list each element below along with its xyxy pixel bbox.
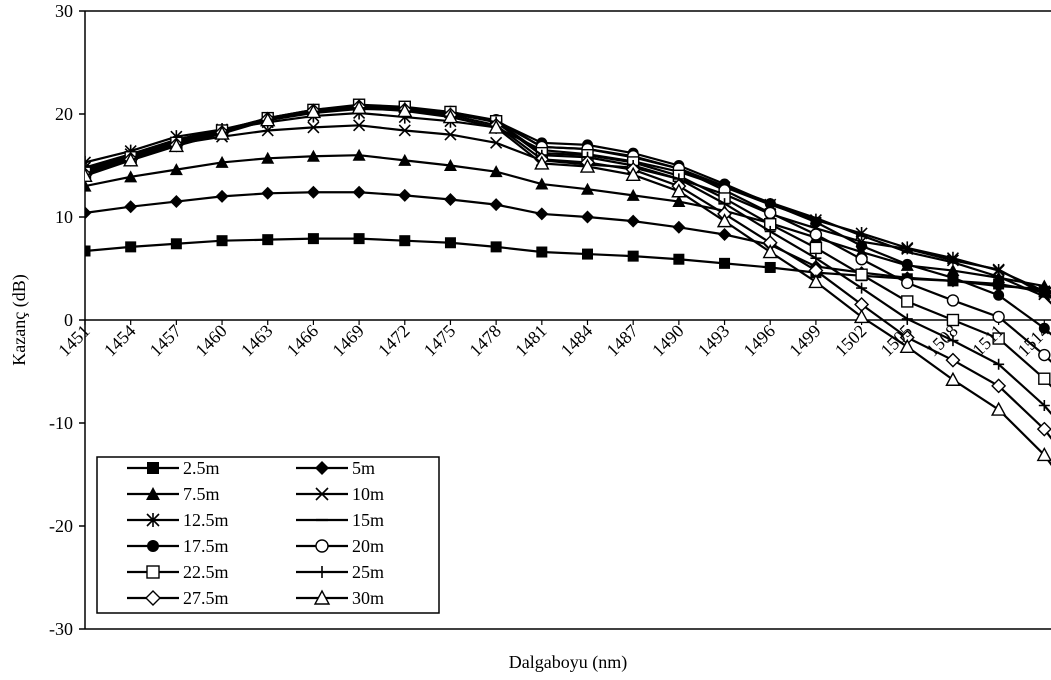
- y-tick-label: -30: [49, 619, 73, 639]
- circle-marker: [856, 240, 867, 251]
- open-square-marker: [1039, 373, 1050, 384]
- circle-marker: [947, 272, 958, 283]
- open-circle-marker: [316, 540, 328, 552]
- y-tick-label: -10: [49, 413, 73, 433]
- square-marker: [354, 233, 365, 244]
- square-marker: [536, 247, 547, 258]
- y-tick-label: 30: [55, 1, 73, 21]
- legend-label: 30m: [352, 588, 384, 608]
- open-square-marker: [810, 242, 821, 253]
- open-square-marker: [856, 269, 867, 280]
- legend-label: 7.5m: [183, 484, 220, 504]
- square-marker: [765, 262, 776, 273]
- legend-label: 17.5m: [183, 536, 229, 556]
- circle-marker: [993, 290, 1004, 301]
- y-tick-label: 0: [64, 310, 73, 330]
- legend-label: 27.5m: [183, 588, 229, 608]
- square-marker: [628, 251, 639, 262]
- legend-box: [97, 457, 439, 613]
- square-marker: [399, 235, 410, 246]
- square-marker: [582, 249, 593, 260]
- square-marker: [491, 241, 502, 252]
- y-tick-label: 20: [55, 104, 73, 124]
- square-marker: [171, 238, 182, 249]
- square-marker: [719, 258, 730, 269]
- legend-label: 2.5m: [183, 458, 220, 478]
- legend-label: 22.5m: [183, 562, 229, 582]
- y-axis-title: Kazanç (dB): [9, 274, 30, 365]
- square-marker: [308, 233, 319, 244]
- square-marker: [125, 241, 136, 252]
- circle-marker: [902, 259, 913, 270]
- square-marker: [262, 234, 273, 245]
- y-tick-label: 10: [55, 207, 73, 227]
- circle-marker: [147, 540, 159, 552]
- legend-label: 20m: [352, 536, 384, 556]
- legend-label: 10m: [352, 484, 384, 504]
- open-circle-marker: [993, 311, 1004, 322]
- open-square-marker: [147, 566, 159, 578]
- open-circle-marker: [765, 207, 776, 218]
- open-circle-marker: [856, 254, 867, 265]
- legend-label: 5m: [352, 458, 375, 478]
- open-square-marker: [902, 296, 913, 307]
- square-marker: [673, 254, 684, 265]
- square-marker: [445, 237, 456, 248]
- legend-label: 25m: [352, 562, 384, 582]
- legend-label: 15m: [352, 510, 384, 530]
- legend-label: 12.5m: [183, 510, 229, 530]
- x-axis-title: Dalgaboyu (nm): [509, 652, 627, 673]
- square-marker: [217, 235, 228, 246]
- open-circle-marker: [947, 295, 958, 306]
- open-circle-marker: [810, 229, 821, 240]
- square-marker: [147, 462, 159, 474]
- legend: 2.5m 5m 7.5m 10m 12.5m 15m 17.5m 20m 22.5m 25m 27.…: [97, 457, 439, 613]
- y-tick-label: -20: [49, 516, 73, 536]
- open-circle-marker: [902, 277, 913, 288]
- open-circle-marker: [1039, 350, 1050, 361]
- circle-marker: [810, 217, 821, 228]
